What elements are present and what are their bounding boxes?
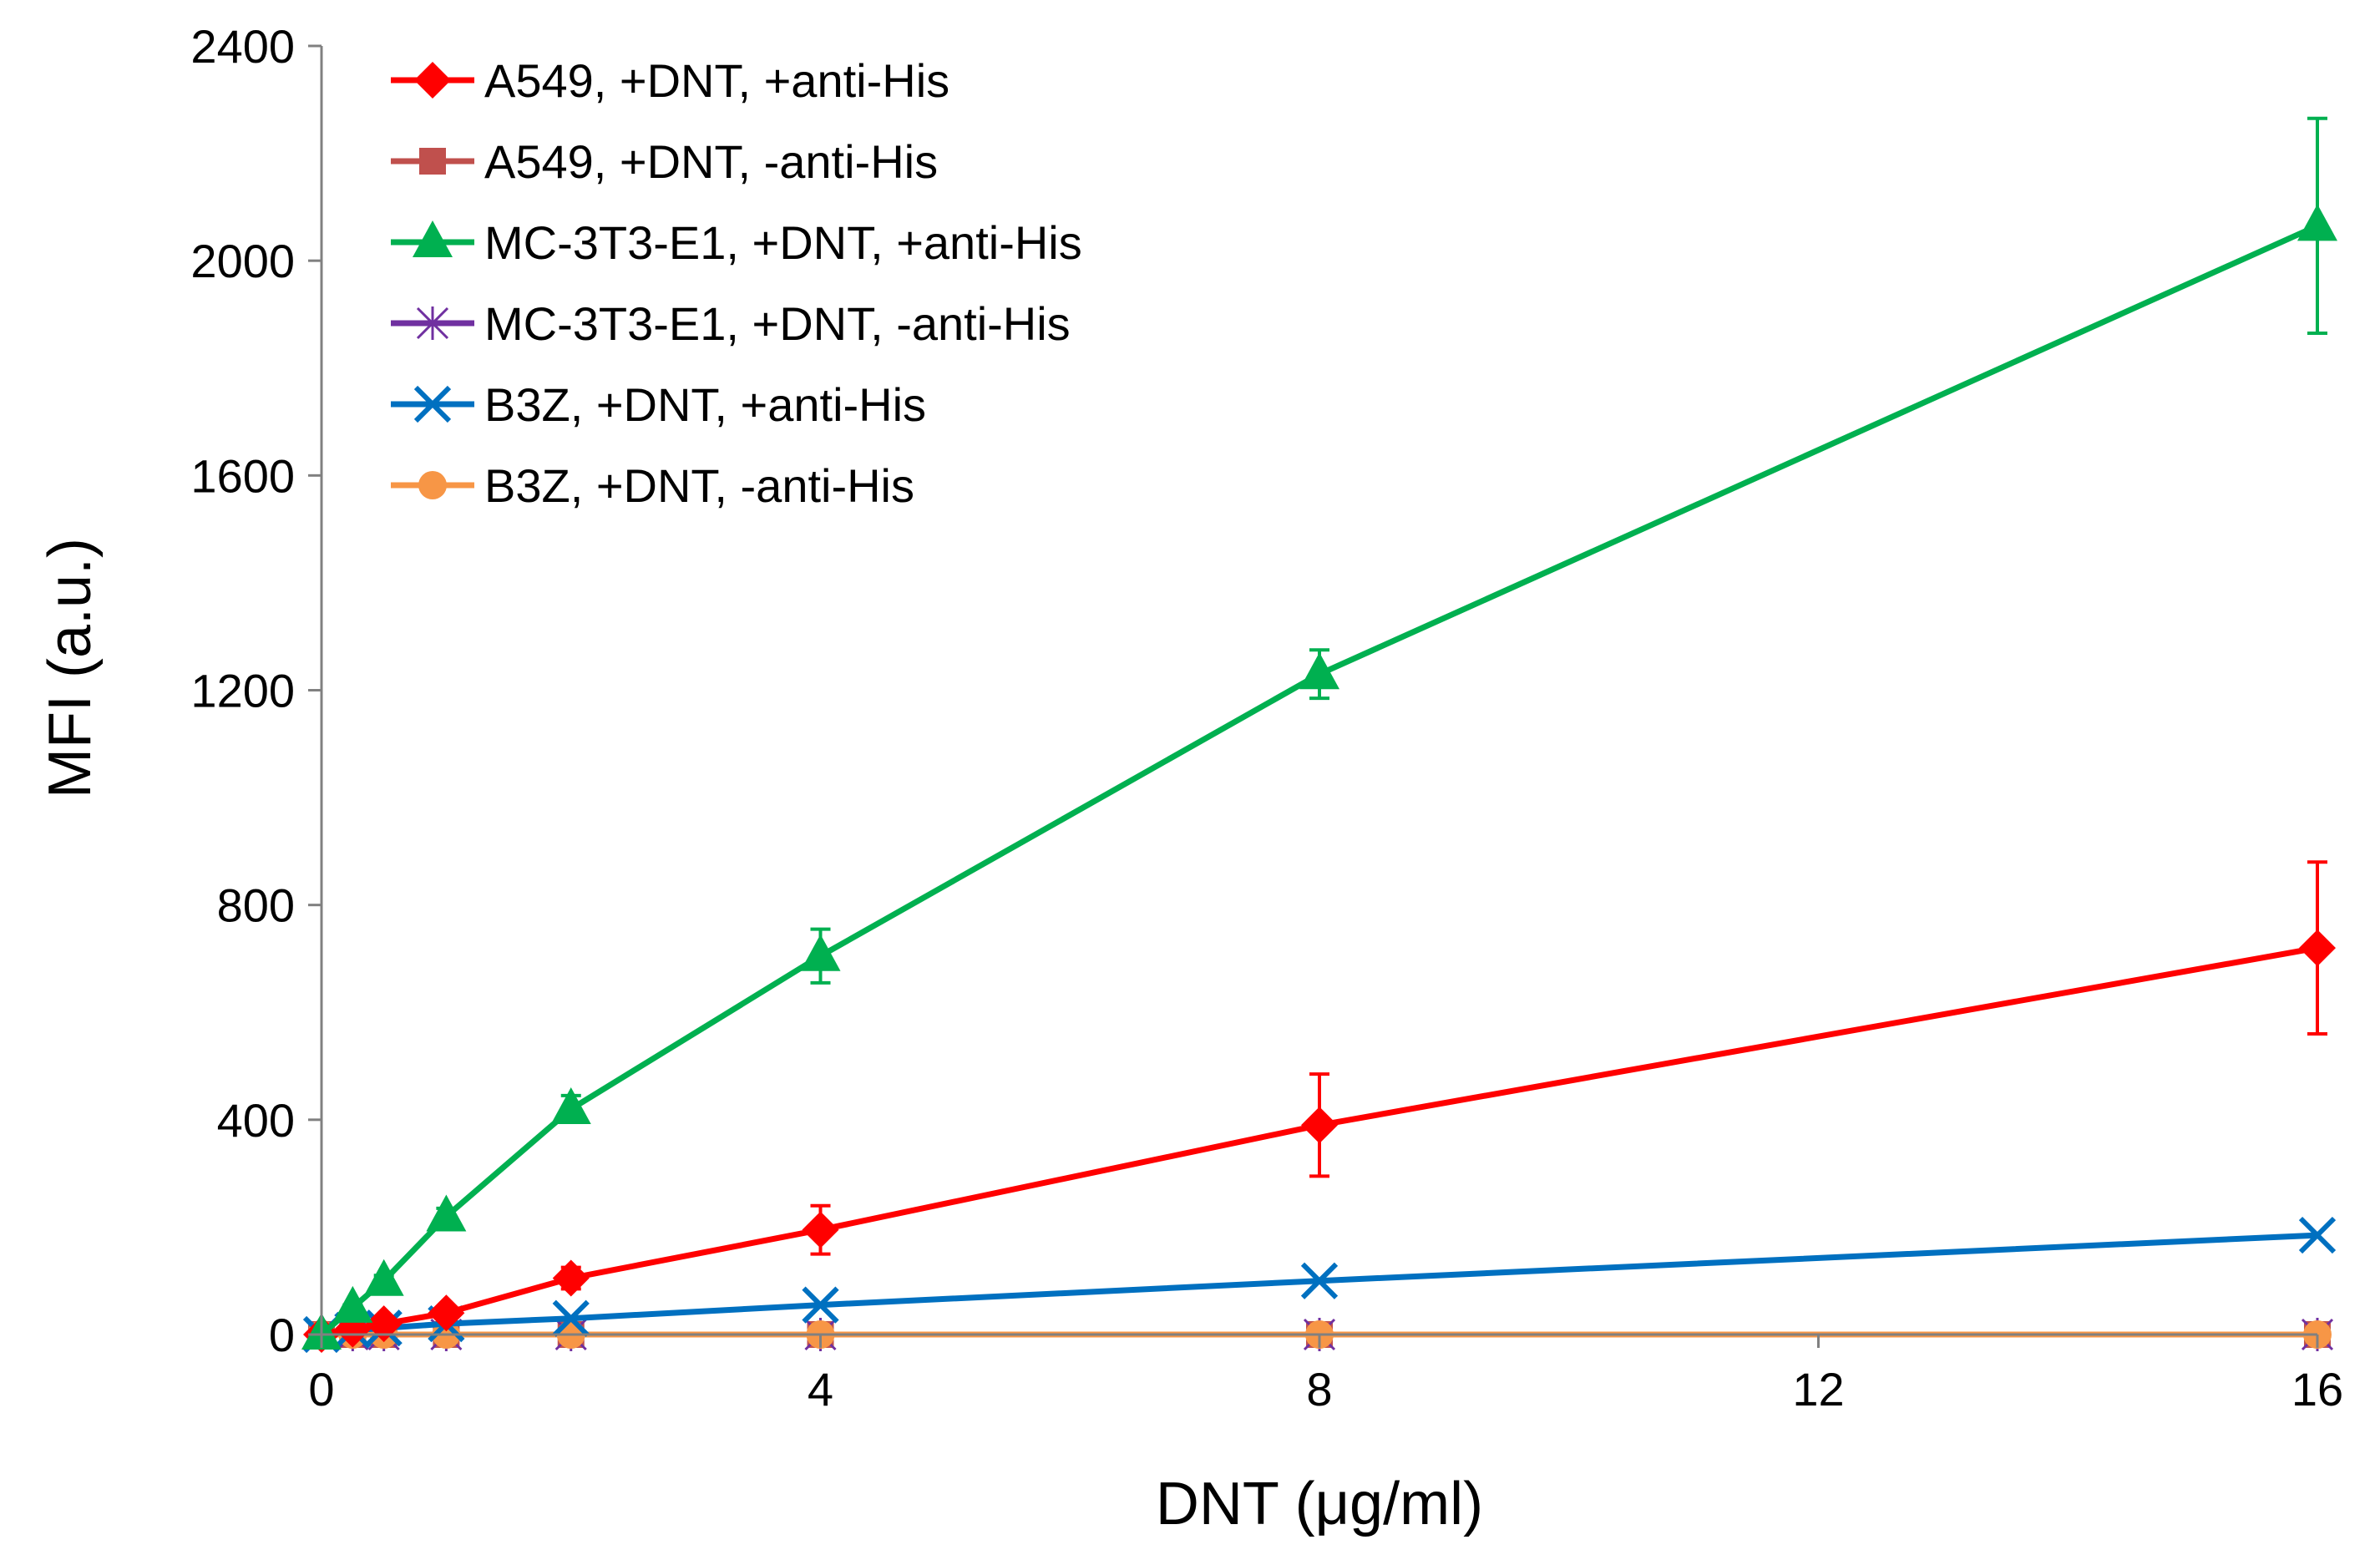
legend-swatch-marker bbox=[414, 62, 451, 99]
data-point bbox=[365, 1305, 403, 1343]
legend-swatch-marker bbox=[413, 220, 453, 257]
x-axis-title: DNT (μg/ml) bbox=[1156, 1471, 1483, 1537]
data-point bbox=[426, 1194, 467, 1232]
x-tick-label: 0 bbox=[308, 1363, 334, 1416]
legend-item[interactable]: B3Z, +DNT, +anti-His bbox=[391, 378, 926, 431]
legend-label: MC-3T3-E1, +DNT, +anti-His bbox=[484, 216, 1082, 269]
y-tick-label: 2400 bbox=[190, 20, 295, 73]
data-point bbox=[363, 1259, 404, 1296]
y-tick-label: 0 bbox=[269, 1309, 295, 1361]
y-tick-label: 800 bbox=[217, 879, 295, 932]
data-point bbox=[332, 1285, 373, 1323]
data-point bbox=[800, 934, 841, 971]
legend-label: A549, +DNT, -anti-His bbox=[484, 135, 938, 188]
legend-item[interactable]: MC-3T3-E1, +DNT, +anti-His bbox=[391, 216, 1082, 269]
legend-label: B3Z, +DNT, -anti-His bbox=[484, 459, 914, 512]
data-point bbox=[550, 1086, 591, 1124]
data-point bbox=[802, 1286, 839, 1324]
y-axis-title: MFI (a.u.) bbox=[37, 538, 104, 798]
data-point bbox=[2298, 1216, 2337, 1254]
data-point bbox=[1301, 1107, 1338, 1144]
legend-label: B3Z, +DNT, +anti-His bbox=[484, 378, 926, 431]
y-tick-label: 400 bbox=[217, 1094, 295, 1147]
data-point bbox=[2297, 204, 2337, 241]
x-tick-label: 12 bbox=[1792, 1363, 1844, 1416]
legend-swatch-marker bbox=[419, 148, 446, 175]
data-point bbox=[2299, 929, 2336, 967]
y-tick-label: 2000 bbox=[190, 235, 295, 287]
legend-swatch-marker bbox=[413, 385, 452, 423]
series-2 bbox=[301, 116, 2337, 1350]
legend-label: A549, +DNT, +anti-His bbox=[484, 54, 949, 107]
legend-label: MC-3T3-E1, +DNT, -anti-His bbox=[484, 297, 1071, 350]
y-tick-label: 1200 bbox=[190, 665, 295, 717]
legend-item[interactable]: A549, +DNT, +anti-His bbox=[391, 54, 949, 107]
legend-item[interactable]: B3Z, +DNT, -anti-His bbox=[391, 459, 914, 512]
data-point bbox=[428, 1294, 465, 1332]
y-tick-label: 1600 bbox=[190, 449, 295, 502]
x-tick-label: 4 bbox=[808, 1363, 833, 1416]
data-point bbox=[1299, 652, 1339, 690]
x-tick-label: 16 bbox=[2291, 1363, 2343, 1416]
x-tick-label: 8 bbox=[1306, 1363, 1332, 1416]
legend-item[interactable]: MC-3T3-E1, +DNT, -anti-His bbox=[391, 297, 1071, 350]
data-point bbox=[1300, 1262, 1339, 1299]
data-point bbox=[802, 1211, 839, 1249]
legend-item[interactable]: A549, +DNT, -anti-His bbox=[391, 135, 938, 188]
legend-swatch-marker bbox=[418, 471, 447, 499]
data-point bbox=[552, 1259, 590, 1297]
data-point bbox=[552, 1299, 590, 1337]
legend-swatch-marker bbox=[416, 306, 449, 340]
